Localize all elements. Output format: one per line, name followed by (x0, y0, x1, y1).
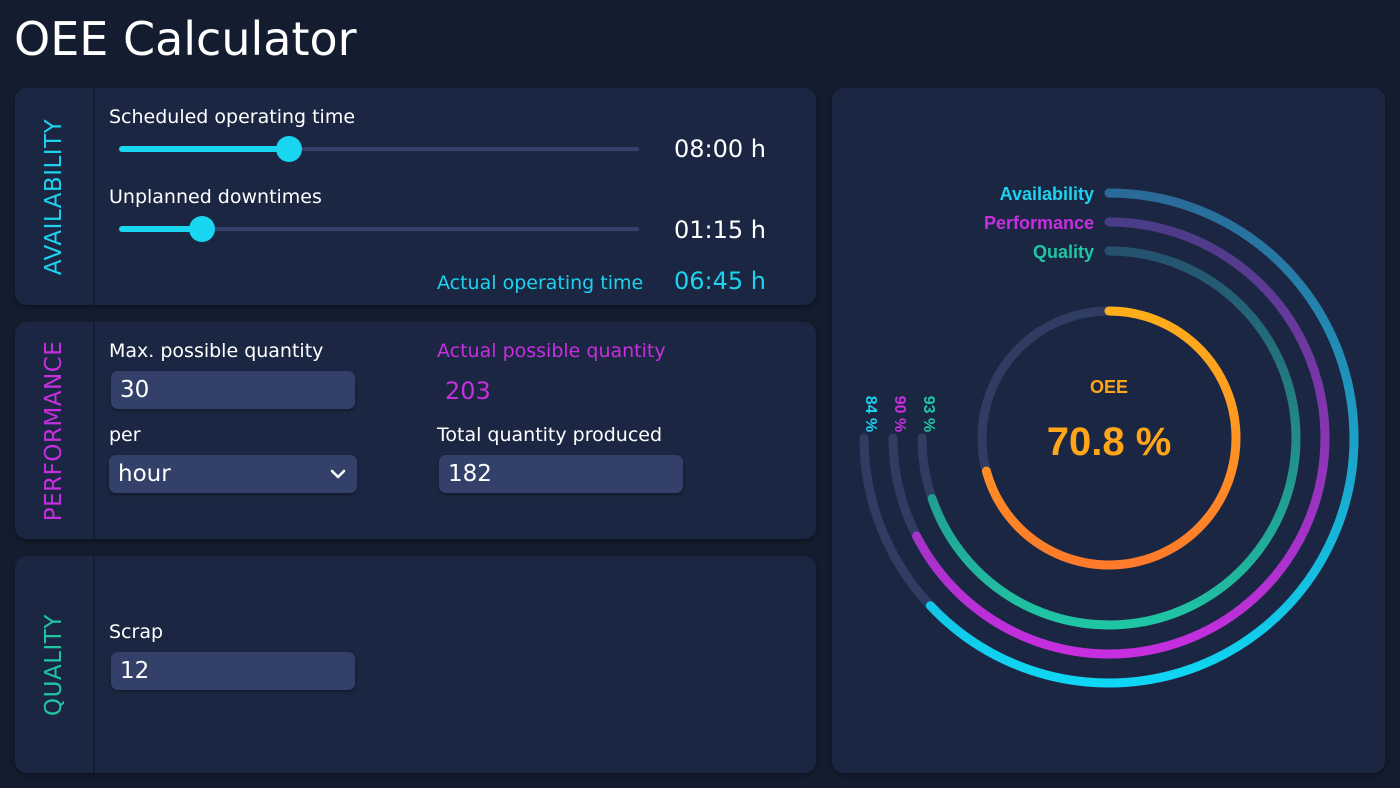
chevron-down-icon (330, 469, 346, 479)
performance-card: PERFORMANCE Max. possible quantity 30 pe… (15, 322, 816, 539)
availability-card: AVAILABILITY Scheduled operating time 08… (15, 88, 816, 305)
availability-section-strip: AVAILABILITY (15, 88, 95, 305)
legend-quality: Quality (1033, 242, 1094, 262)
value-label-availability: 84 % (862, 396, 879, 432)
arc-performance (912, 217, 1330, 659)
downtimes-slider[interactable] (119, 216, 639, 242)
downtimes-label: Unplanned downtimes (109, 186, 322, 208)
oee-center-value: 70.8 % (1047, 420, 1172, 464)
value-label-performance: 90 % (891, 396, 908, 432)
max-quantity-label: Max. possible quantity (109, 340, 324, 362)
scheduled-time-label: Scheduled operating time (109, 106, 356, 128)
total-produced-label: Total quantity produced (437, 424, 663, 446)
per-select-value: hour (118, 461, 171, 487)
scheduled-time-slider-track[interactable] (119, 147, 639, 151)
page-title: OEE Calculator (14, 12, 357, 66)
performance-section-label: PERFORMANCE (41, 340, 67, 521)
downtimes-slider-thumb[interactable] (189, 216, 215, 242)
arc-availability (925, 188, 1359, 688)
quality-card: QUALITY Scrap 12 (15, 556, 816, 773)
quality-section-label: QUALITY (41, 613, 67, 716)
oee-radial-chart: Availability 84 % Performance 90 % Quality 93… (859, 184, 1359, 688)
max-quantity-input[interactable]: 30 (111, 371, 355, 409)
scheduled-time-value: 08:00 h (674, 135, 767, 163)
quality-section-strip: QUALITY (15, 556, 95, 773)
actual-possible-quantity-value: 203 (445, 377, 491, 405)
scrap-input[interactable]: 12 (111, 652, 355, 690)
downtimes-value: 01:15 h (674, 216, 767, 244)
arc-quality (927, 246, 1301, 630)
downtimes-slider-fill (119, 226, 202, 232)
scrap-label: Scrap (109, 621, 164, 643)
arc-oee (981, 306, 1241, 570)
actual-possible-quantity-label: Actual possible quantity (437, 340, 666, 362)
scheduled-time-slider-fill (119, 146, 289, 152)
scheduled-time-slider[interactable] (119, 136, 639, 162)
actual-operating-time-value: 06:45 h (674, 267, 767, 295)
per-select[interactable]: hour (109, 455, 357, 493)
downtimes-slider-track[interactable] (119, 227, 639, 231)
value-label-quality: 93 % (920, 396, 937, 432)
oee-chart-card: Availability 84 % Performance 90 % Quality 93… (832, 88, 1385, 773)
per-label: per (109, 424, 141, 446)
total-produced-input[interactable]: 182 (439, 455, 683, 493)
legend-performance: Performance (984, 213, 1094, 233)
performance-section-strip: PERFORMANCE (15, 322, 95, 539)
scheduled-time-slider-thumb[interactable] (276, 136, 302, 162)
legend-availability: Availability (1000, 184, 1094, 204)
availability-section-label: AVAILABILITY (41, 118, 67, 275)
actual-operating-time-label: Actual operating time (437, 272, 644, 294)
oee-center-label: OEE (1090, 377, 1128, 397)
